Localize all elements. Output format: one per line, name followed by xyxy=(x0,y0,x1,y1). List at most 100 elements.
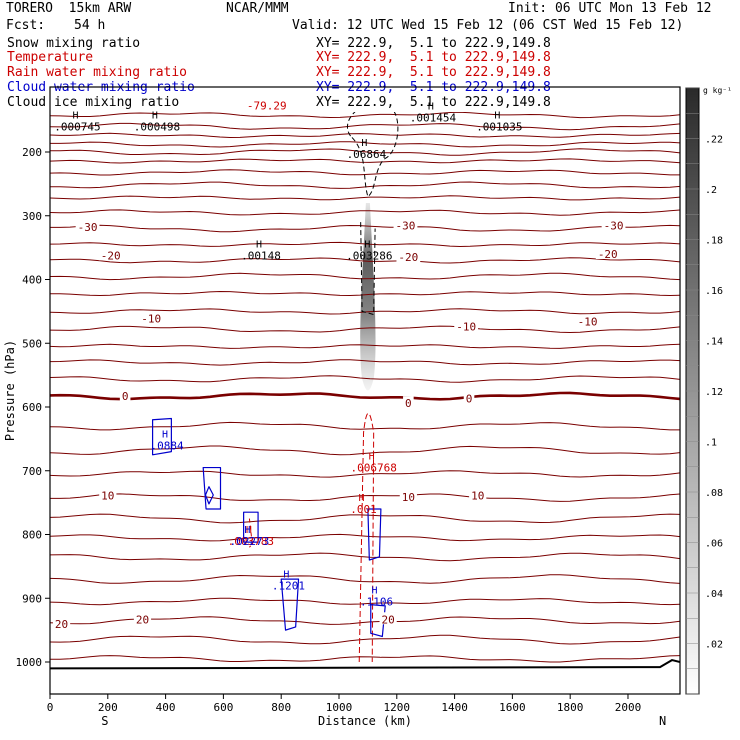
y-tick-label: 200 xyxy=(22,146,42,159)
y-axis-title: Pressure (hPa) xyxy=(3,340,17,441)
isotherm-line xyxy=(50,158,680,164)
temperature-label-bg xyxy=(99,488,117,501)
isotherm-line xyxy=(50,148,680,156)
isotherm-line xyxy=(50,224,680,233)
x-tick-label: 1600 xyxy=(499,701,526,714)
temperature-label-bg xyxy=(463,391,475,404)
cloud-water-contour xyxy=(370,604,386,638)
field-xy-cloud-ice: XY= 222.9, 5.1 to 222.9,149.8 xyxy=(316,95,551,110)
cloud-water-max-h-marker: H xyxy=(283,570,289,581)
temperature-label: -30 xyxy=(78,221,98,234)
isotherm-line xyxy=(50,112,680,119)
x-tick-label: 2000 xyxy=(615,701,642,714)
colorbar-tick-label: .08 xyxy=(705,488,723,499)
cloud-water-contour xyxy=(243,511,259,543)
colorbar-tick-label: .18 xyxy=(705,236,723,247)
field-name-temperature: Temperature xyxy=(7,50,94,65)
snow-max-h-marker: H xyxy=(494,111,500,122)
y-tick-label: 1000 xyxy=(16,656,43,669)
isotherm-line xyxy=(50,470,680,478)
y-tick-label: 900 xyxy=(22,592,42,605)
temperature-label: -10 xyxy=(456,321,476,334)
temperature-label-bg xyxy=(575,314,600,327)
rain-max-value: .001 xyxy=(350,503,377,516)
cloud-water-max-value: .02273 xyxy=(230,535,270,548)
field-name-snow: Snow mixing ratio xyxy=(7,36,141,51)
temperature-label-bg xyxy=(379,612,397,625)
cloud-water-contour xyxy=(204,486,214,505)
cloud-water-contour xyxy=(202,466,222,510)
plot-frame xyxy=(49,86,681,695)
temperature-label: -10 xyxy=(141,312,161,325)
isotherm-line xyxy=(50,421,680,431)
temperature-label: 10 xyxy=(101,490,114,503)
cloud-water-contour xyxy=(367,508,382,561)
temperature-label-bg xyxy=(601,218,626,231)
x-tick-label: 200 xyxy=(98,701,118,714)
colorbar-tick-label: .04 xyxy=(705,589,723,600)
isotherm-line xyxy=(50,290,680,297)
init-time: Init: 06 UTC Mon 13 Feb 12 xyxy=(508,1,712,16)
cloud-water-max-h-marker: H xyxy=(244,525,250,536)
valid-time: Valid: 12 UTC Wed 15 Feb 12 (06 CST Wed … xyxy=(292,18,684,33)
isotherm-line xyxy=(50,634,680,645)
isotherm-line xyxy=(50,122,680,131)
snow-contour-lower xyxy=(360,222,376,316)
snow-max-value: .001454 xyxy=(410,112,457,125)
snow-max-h-marker: H xyxy=(72,111,78,122)
rain-max-h-marker: H xyxy=(246,525,252,536)
isotherm-line xyxy=(50,241,680,248)
snow-max-value: .000498 xyxy=(134,121,180,134)
snow-max-value: .000745 xyxy=(54,121,100,134)
x-tick-label: 600 xyxy=(213,701,233,714)
cloud-water-max-value: .1106 xyxy=(360,595,393,608)
isotherm-line xyxy=(50,359,680,366)
isotherm-line xyxy=(50,325,680,334)
snow-max-value: .001035 xyxy=(476,121,522,134)
model-title: TORERO 15km ARW xyxy=(6,1,132,16)
colorbar-tick-label: .14 xyxy=(705,337,723,348)
isotherm-line xyxy=(50,533,680,542)
snow-max-h-marker: H xyxy=(364,239,370,250)
isotherm-line xyxy=(50,552,680,562)
isotherm-line xyxy=(50,141,680,148)
y-tick-label: 300 xyxy=(22,210,42,223)
snow-max-h-marker: H xyxy=(152,111,158,122)
x-tick-label: 1000 xyxy=(326,701,353,714)
north-end-label: N xyxy=(659,714,666,728)
zero-degree-isotherm xyxy=(50,391,680,401)
rain-contour xyxy=(358,412,375,663)
snow-max-value: .00148 xyxy=(241,249,281,262)
temperature-label-bg xyxy=(52,616,71,629)
rain-max-h-marker: H xyxy=(369,452,375,463)
rain-max-value: .003783 xyxy=(228,535,274,548)
temperature-label: 10 xyxy=(402,491,415,504)
y-tick-label: 800 xyxy=(22,529,42,542)
isotherm-line xyxy=(50,616,680,625)
temperature-label: -10 xyxy=(578,316,598,329)
temperature-label-bg xyxy=(75,220,100,233)
temperature-label: 20 xyxy=(381,613,394,626)
x-tick-label: 400 xyxy=(156,701,176,714)
isotherm-line xyxy=(50,169,680,176)
snow-max-h-marker: H xyxy=(256,239,262,250)
colorbar-tick-label: .1 xyxy=(705,438,717,449)
colorbar-tick-label: .2 xyxy=(705,185,717,196)
temperature-label: 0 xyxy=(466,393,473,406)
temperature-label: 20 xyxy=(136,613,149,626)
isotherm-line xyxy=(50,375,680,383)
temperature-label-bg xyxy=(469,488,487,501)
isotherm-line xyxy=(50,209,680,216)
cloud-water-contour xyxy=(280,578,300,631)
temperature-label-bg xyxy=(403,396,414,409)
snow-max-value: .003286 xyxy=(346,249,392,262)
temperature-label: 10 xyxy=(471,490,484,503)
isotherm-line xyxy=(50,181,680,189)
isotherm-line xyxy=(50,445,680,456)
temperature-label-bg xyxy=(399,489,417,502)
x-tick-label: 1400 xyxy=(441,701,468,714)
temperature-label: -20 xyxy=(398,251,418,264)
temperature-label: 0 xyxy=(405,397,412,410)
temperature-label-bg xyxy=(393,218,418,231)
